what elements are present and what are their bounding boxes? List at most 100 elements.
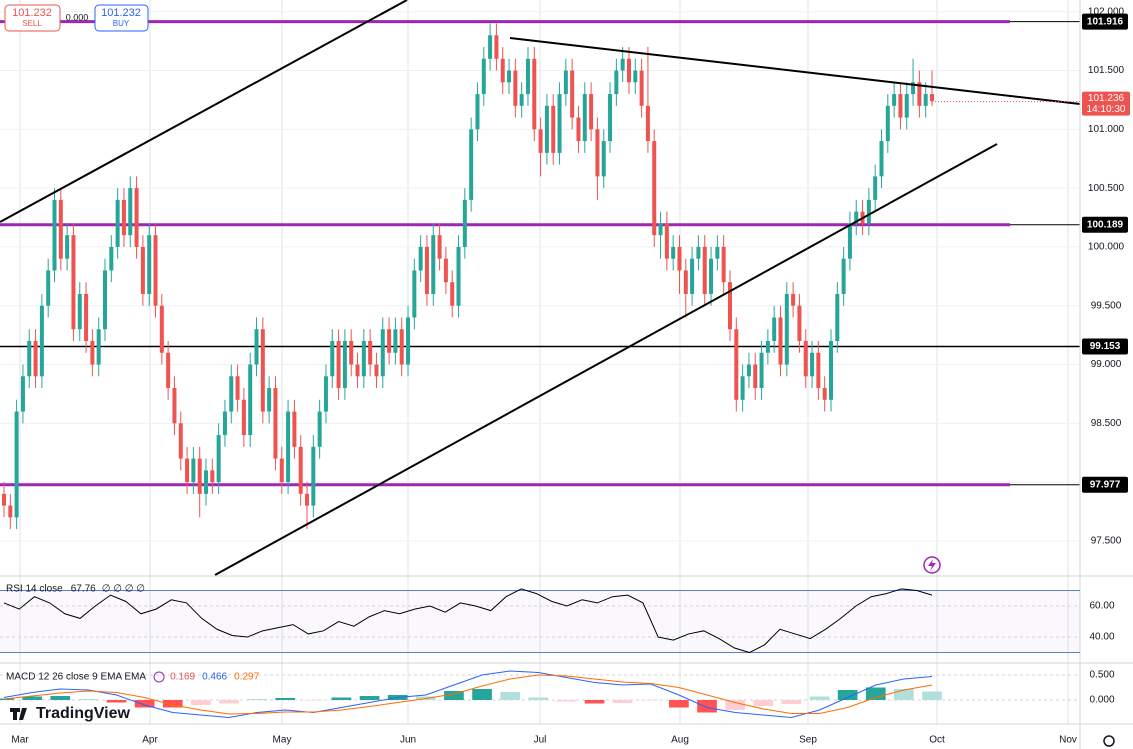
candle-body — [254, 329, 259, 365]
macd-histogram-bar — [809, 696, 830, 700]
countdown-label: 14:10:30 — [1087, 104, 1126, 115]
candle-body — [557, 94, 562, 153]
candle-body — [507, 70, 512, 83]
y-tick-label: 97.500 — [1091, 536, 1122, 547]
macd-title: MACD 12 26 close 9 EMA EMA — [6, 672, 146, 683]
x-tick-label: Jun — [400, 735, 416, 746]
macd-histogram-bar — [697, 700, 717, 713]
trend-line — [0, 0, 408, 223]
macd-histogram-bar — [556, 700, 577, 702]
sell-button[interactable] — [4, 4, 61, 32]
signal — [3, 674, 933, 715]
candle-body — [525, 58, 530, 95]
macd-histogram-bar — [669, 700, 689, 708]
macd-tick-label: 0.000 — [1089, 695, 1114, 706]
candle-body — [917, 82, 922, 106]
candle-body — [147, 235, 152, 294]
candle-body — [633, 70, 638, 83]
macd-histogram-bar — [528, 697, 549, 700]
macd-histogram-bar — [78, 699, 99, 700]
candle-body — [746, 364, 751, 377]
candle-body — [614, 70, 619, 95]
x-tick-label: Aug — [671, 735, 689, 746]
candle-body — [393, 329, 398, 353]
level-tag — [1082, 476, 1128, 493]
candle-body — [216, 435, 221, 483]
candle-body — [709, 258, 714, 294]
macd-tick-label: 0.500 — [1089, 670, 1114, 681]
level-tag — [1082, 216, 1128, 233]
candle-body — [639, 70, 644, 106]
candle-body — [241, 399, 246, 436]
candle-body — [873, 176, 878, 200]
event-icon-bolt — [928, 559, 936, 571]
candle-body — [399, 329, 404, 365]
macd-value: 0.169 — [170, 672, 195, 683]
candle-body — [715, 246, 720, 259]
candle-body — [494, 35, 499, 59]
candle-body — [892, 94, 897, 106]
candle-body — [816, 352, 821, 389]
candle-body — [178, 423, 183, 459]
candle-body — [159, 305, 164, 353]
macd-histogram-bar — [753, 700, 774, 706]
macd-histogram-bar — [275, 698, 296, 700]
candle-body — [406, 317, 411, 365]
candle-body — [46, 270, 51, 306]
macd-histogram-bar — [0, 698, 14, 700]
candle-body — [90, 341, 95, 365]
x-tick-label: Nov — [1059, 735, 1077, 746]
candle-body — [267, 388, 272, 412]
candle-body — [103, 270, 108, 330]
candle-body — [469, 129, 474, 200]
macd-pane: 0.500 0.000 MACD 12 26 close 9 EMA EMA 0.16… — [0, 670, 1115, 719]
macd-histogram-bar — [584, 700, 605, 704]
candle-body — [898, 94, 903, 118]
event-icon[interactable] — [923, 556, 941, 574]
buy-button[interactable] — [94, 4, 149, 32]
candle-body — [210, 470, 215, 483]
candle-body — [702, 246, 707, 294]
y-tick-label: 98.500 — [1091, 418, 1122, 429]
candle-body — [65, 235, 70, 259]
candle-body — [847, 223, 852, 259]
candle-body — [620, 58, 625, 71]
candle-body — [450, 282, 455, 306]
level-label: 101.916 — [1087, 16, 1124, 27]
candle-body — [879, 141, 884, 177]
candle-body — [835, 293, 840, 342]
settings-icon[interactable] — [1103, 735, 1115, 747]
y-tick-label: 99.500 — [1091, 300, 1122, 311]
candle-body — [14, 411, 19, 518]
candle-body — [418, 246, 423, 271]
rsi-value: 67.76 — [71, 584, 96, 595]
candle-body — [570, 70, 575, 118]
candle-body — [52, 199, 57, 271]
macd-histogram-bar — [247, 699, 267, 700]
macd-histogram-bar — [865, 687, 886, 700]
macd-histogram-bar — [781, 700, 802, 704]
candle-body — [191, 458, 196, 483]
macd-histogram-bar — [837, 690, 858, 700]
x-tick-label: May — [273, 735, 292, 746]
candle-body — [866, 199, 871, 224]
macd-line — [3, 670, 933, 719]
candle-body — [286, 411, 291, 483]
candle-body — [513, 70, 518, 106]
candle-body — [336, 341, 341, 389]
macd-icon[interactable] — [153, 671, 165, 683]
candle-body — [134, 188, 139, 247]
level-tag — [1082, 338, 1128, 355]
candle-body — [361, 341, 366, 377]
candle-body — [778, 317, 783, 365]
candle-body — [140, 246, 145, 294]
buy-label: BUY — [113, 19, 130, 28]
candle-body — [8, 505, 13, 518]
macd-histogram-bar — [444, 691, 464, 700]
candle-body — [71, 235, 76, 330]
x-tick-label: Apr — [142, 735, 158, 746]
rsi-tick-label: 60.00 — [1089, 601, 1114, 612]
candle-body — [342, 341, 347, 389]
